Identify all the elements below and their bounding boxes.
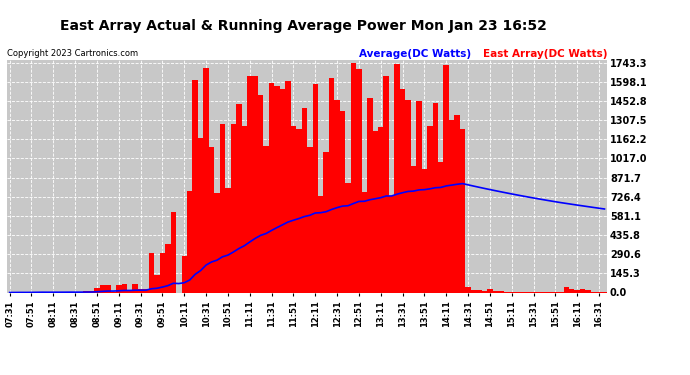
Bar xyxy=(395,64,400,292)
Bar xyxy=(296,129,302,292)
Bar xyxy=(460,129,465,292)
Bar xyxy=(279,89,285,292)
Bar xyxy=(427,126,433,292)
Bar xyxy=(585,291,591,292)
Bar xyxy=(236,104,241,292)
Bar xyxy=(269,83,275,292)
Bar xyxy=(362,192,367,292)
Bar xyxy=(219,124,225,292)
Bar xyxy=(204,68,209,292)
Bar xyxy=(116,285,121,292)
Bar xyxy=(476,290,482,292)
Bar xyxy=(302,108,307,292)
Bar xyxy=(241,126,247,292)
Text: Average(DC Watts): Average(DC Watts) xyxy=(359,49,471,59)
Bar xyxy=(258,95,264,292)
Bar xyxy=(449,120,455,292)
Bar xyxy=(400,89,405,292)
Bar xyxy=(215,193,219,292)
Bar xyxy=(105,285,110,292)
Bar xyxy=(230,124,236,292)
Bar xyxy=(307,147,313,292)
Bar xyxy=(121,284,127,292)
Bar xyxy=(367,98,373,292)
Bar xyxy=(493,291,498,292)
Bar xyxy=(433,102,438,292)
Bar xyxy=(95,288,99,292)
Bar xyxy=(127,291,132,292)
Bar xyxy=(564,287,569,292)
Bar xyxy=(275,86,279,292)
Bar xyxy=(416,101,422,292)
Bar xyxy=(422,169,427,292)
Bar xyxy=(138,290,144,292)
Bar xyxy=(373,131,378,292)
Bar xyxy=(378,128,384,292)
Bar xyxy=(318,196,324,292)
Bar xyxy=(193,81,198,292)
Bar xyxy=(264,147,269,292)
Bar xyxy=(405,99,411,292)
Bar xyxy=(313,84,318,292)
Bar xyxy=(389,196,395,292)
Bar xyxy=(324,152,329,292)
Bar xyxy=(225,188,230,292)
Bar xyxy=(465,286,471,292)
Bar xyxy=(351,63,356,292)
Text: East Array Actual & Running Average Power Mon Jan 23 16:52: East Array Actual & Running Average Powe… xyxy=(60,19,547,33)
Bar xyxy=(384,76,389,292)
Bar xyxy=(471,290,476,292)
Bar xyxy=(89,291,95,292)
Bar xyxy=(149,253,155,292)
Text: East Array(DC Watts): East Array(DC Watts) xyxy=(483,49,607,59)
Bar xyxy=(444,65,449,292)
Bar xyxy=(438,162,444,292)
Bar xyxy=(170,212,176,292)
Bar xyxy=(181,256,187,292)
Bar xyxy=(455,115,460,292)
Bar xyxy=(482,291,487,292)
Bar xyxy=(247,76,253,292)
Bar xyxy=(253,76,258,292)
Bar xyxy=(335,100,339,292)
Bar xyxy=(498,291,504,292)
Bar xyxy=(159,253,165,292)
Bar xyxy=(165,244,170,292)
Bar xyxy=(356,69,362,292)
Bar xyxy=(132,284,138,292)
Bar xyxy=(198,138,204,292)
Bar xyxy=(487,289,493,292)
Bar xyxy=(285,81,290,292)
Text: Copyright 2023 Cartronics.com: Copyright 2023 Cartronics.com xyxy=(7,49,138,58)
Bar xyxy=(155,275,159,292)
Bar xyxy=(569,290,575,292)
Bar xyxy=(329,78,335,292)
Bar xyxy=(187,191,193,292)
Bar xyxy=(209,147,215,292)
Bar xyxy=(345,183,351,292)
Bar xyxy=(99,285,105,292)
Bar xyxy=(411,166,416,292)
Bar xyxy=(580,289,585,292)
Bar xyxy=(575,290,580,292)
Bar xyxy=(290,126,296,292)
Bar xyxy=(144,289,149,292)
Bar xyxy=(83,291,89,292)
Bar xyxy=(339,111,345,292)
